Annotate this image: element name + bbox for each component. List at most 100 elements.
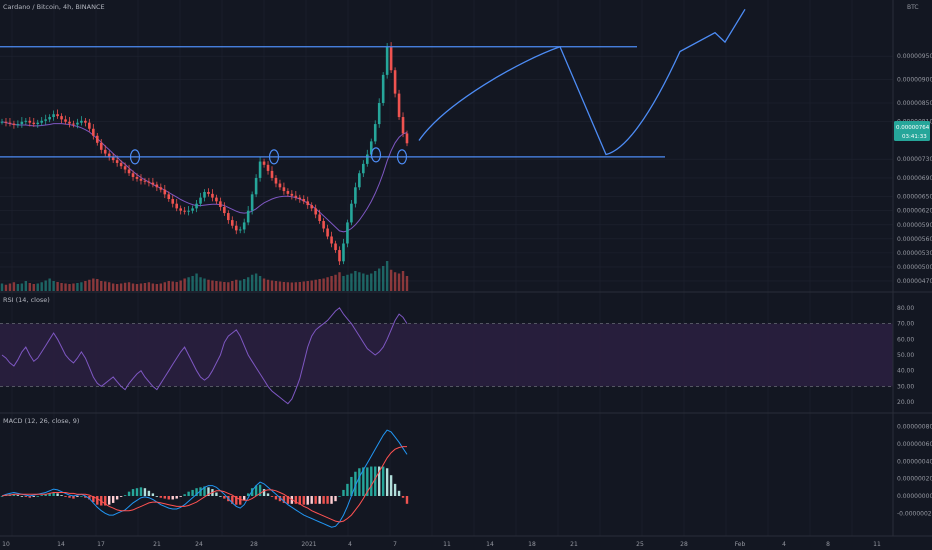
volume-bar (163, 282, 166, 291)
volume-bar (401, 271, 405, 291)
time-tick-label: 28 (680, 541, 688, 548)
candle-body (246, 210, 250, 223)
candle-body (52, 114, 55, 118)
volume-bar (175, 282, 178, 291)
macd-title[interactable]: MACD (12, 26, close, 9) (3, 417, 79, 425)
macd-histogram-bar (191, 489, 194, 496)
volume-bar (104, 281, 107, 291)
volume-bar (108, 282, 111, 291)
candle-body (358, 173, 361, 188)
projection-path[interactable] (418, 8, 746, 156)
macd-histogram-bar (135, 488, 139, 496)
macd-pane[interactable] (0, 429, 409, 528)
macd-histogram-bar (111, 496, 115, 503)
candle-body (143, 180, 147, 182)
volume-bar (4, 284, 8, 291)
touch-marker[interactable] (129, 149, 141, 165)
macd-histogram-bar (60, 495, 63, 496)
volume-bar (318, 279, 321, 291)
macd-histogram-bar (215, 492, 218, 496)
price-pane[interactable] (0, 8, 746, 291)
time-axis[interactable]: 10 14 17 21 24 28 2021 4 7 11 14 18 21 25 28 Feb 4 8 11 (2, 541, 881, 548)
candle-body (282, 187, 286, 192)
rsi-axis[interactable]: 80.00 70.00 60.00 50.00 40.00 30.00 20.00 (897, 305, 914, 406)
candle-body (179, 208, 182, 211)
macd-axis[interactable]: 0.00000080 0.00000060 0.00000040 0.00000020… (897, 424, 932, 518)
touch-marker[interactable] (396, 149, 408, 165)
volume-bar (262, 278, 266, 291)
volume-bar (326, 277, 329, 291)
macd-histogram-bar (219, 496, 222, 497)
volume-bar (290, 282, 294, 291)
macd-histogram-bar (80, 496, 83, 497)
macd-histogram-bar (246, 493, 250, 496)
candle-body (80, 120, 83, 123)
volume-bar (8, 283, 12, 291)
macd-histogram-bar (147, 490, 151, 496)
macd-histogram-bar (171, 496, 174, 500)
volume-bar (389, 269, 393, 291)
candle-body (377, 102, 381, 125)
candle-body (369, 141, 373, 155)
candle-body (175, 203, 179, 209)
signal-line (1, 446, 407, 523)
rsi-tick-label: 60.00 (897, 336, 914, 343)
candle-body (163, 189, 167, 195)
macd-histogram-bar (167, 496, 170, 500)
volume-bar (56, 282, 59, 291)
volume-bar (195, 273, 198, 291)
touch-marker[interactable] (268, 149, 280, 165)
candle-body (314, 208, 317, 215)
macd-histogram-bar (68, 496, 71, 498)
candle-body (167, 194, 171, 200)
macd-histogram-bar (370, 466, 373, 496)
trend-annotations[interactable] (0, 8, 746, 165)
rsi-title[interactable]: RSI (14, close) (3, 296, 50, 304)
time-tick-label: 21 (570, 541, 578, 548)
macd-tick-label: 0.00000060 (897, 441, 932, 448)
volume-bar (96, 279, 99, 291)
candle-body (0, 121, 4, 123)
volume-bar (155, 284, 159, 291)
volume-bar (139, 283, 143, 291)
volume-bar (274, 281, 278, 291)
macd-histogram-bar (32, 496, 35, 497)
time-tick-label: 28 (250, 541, 258, 548)
macd-histogram-bar (235, 496, 238, 505)
macd-tick-label: 0.00000080 (897, 424, 932, 431)
time-tick-label: 11 (873, 541, 881, 548)
volume-bar (374, 271, 377, 291)
macd-histogram-bar (72, 496, 75, 499)
price-tick-label: 0.00000500 (897, 264, 932, 271)
candle-body (230, 220, 234, 226)
rsi-pane[interactable] (0, 307, 893, 405)
volume-bar (52, 281, 55, 291)
time-tick-label: 11 (443, 541, 451, 548)
time-tick-label: 7 (393, 541, 397, 548)
macd-histogram-bar (358, 468, 361, 496)
volume-bar (24, 281, 28, 291)
macd-histogram-bar (278, 496, 282, 502)
macd-histogram-bar (108, 496, 111, 505)
time-tick-label: 24 (195, 541, 203, 548)
candle-body (20, 121, 24, 125)
symbol-title[interactable]: Cardano / Bitcoin, 4h, BINANCE (3, 3, 105, 11)
volume-bar (310, 280, 313, 291)
candle-body (103, 149, 107, 154)
macd-histogram-bar (374, 466, 377, 496)
volume-bar (362, 273, 365, 291)
price-tick-label: 0.00000470 (897, 278, 932, 285)
touch-marker[interactable] (370, 147, 382, 163)
candle-body (401, 117, 405, 134)
macd-histogram-bar (119, 496, 123, 497)
macd-histogram-bar (36, 496, 39, 497)
candle-body (84, 120, 87, 123)
candle-body (187, 210, 190, 212)
volume-bar (135, 284, 139, 291)
candle-body (227, 213, 230, 221)
volume-bar (111, 283, 115, 291)
candle-body (322, 221, 325, 229)
candle-body (219, 201, 222, 207)
volume-bar (378, 268, 381, 291)
